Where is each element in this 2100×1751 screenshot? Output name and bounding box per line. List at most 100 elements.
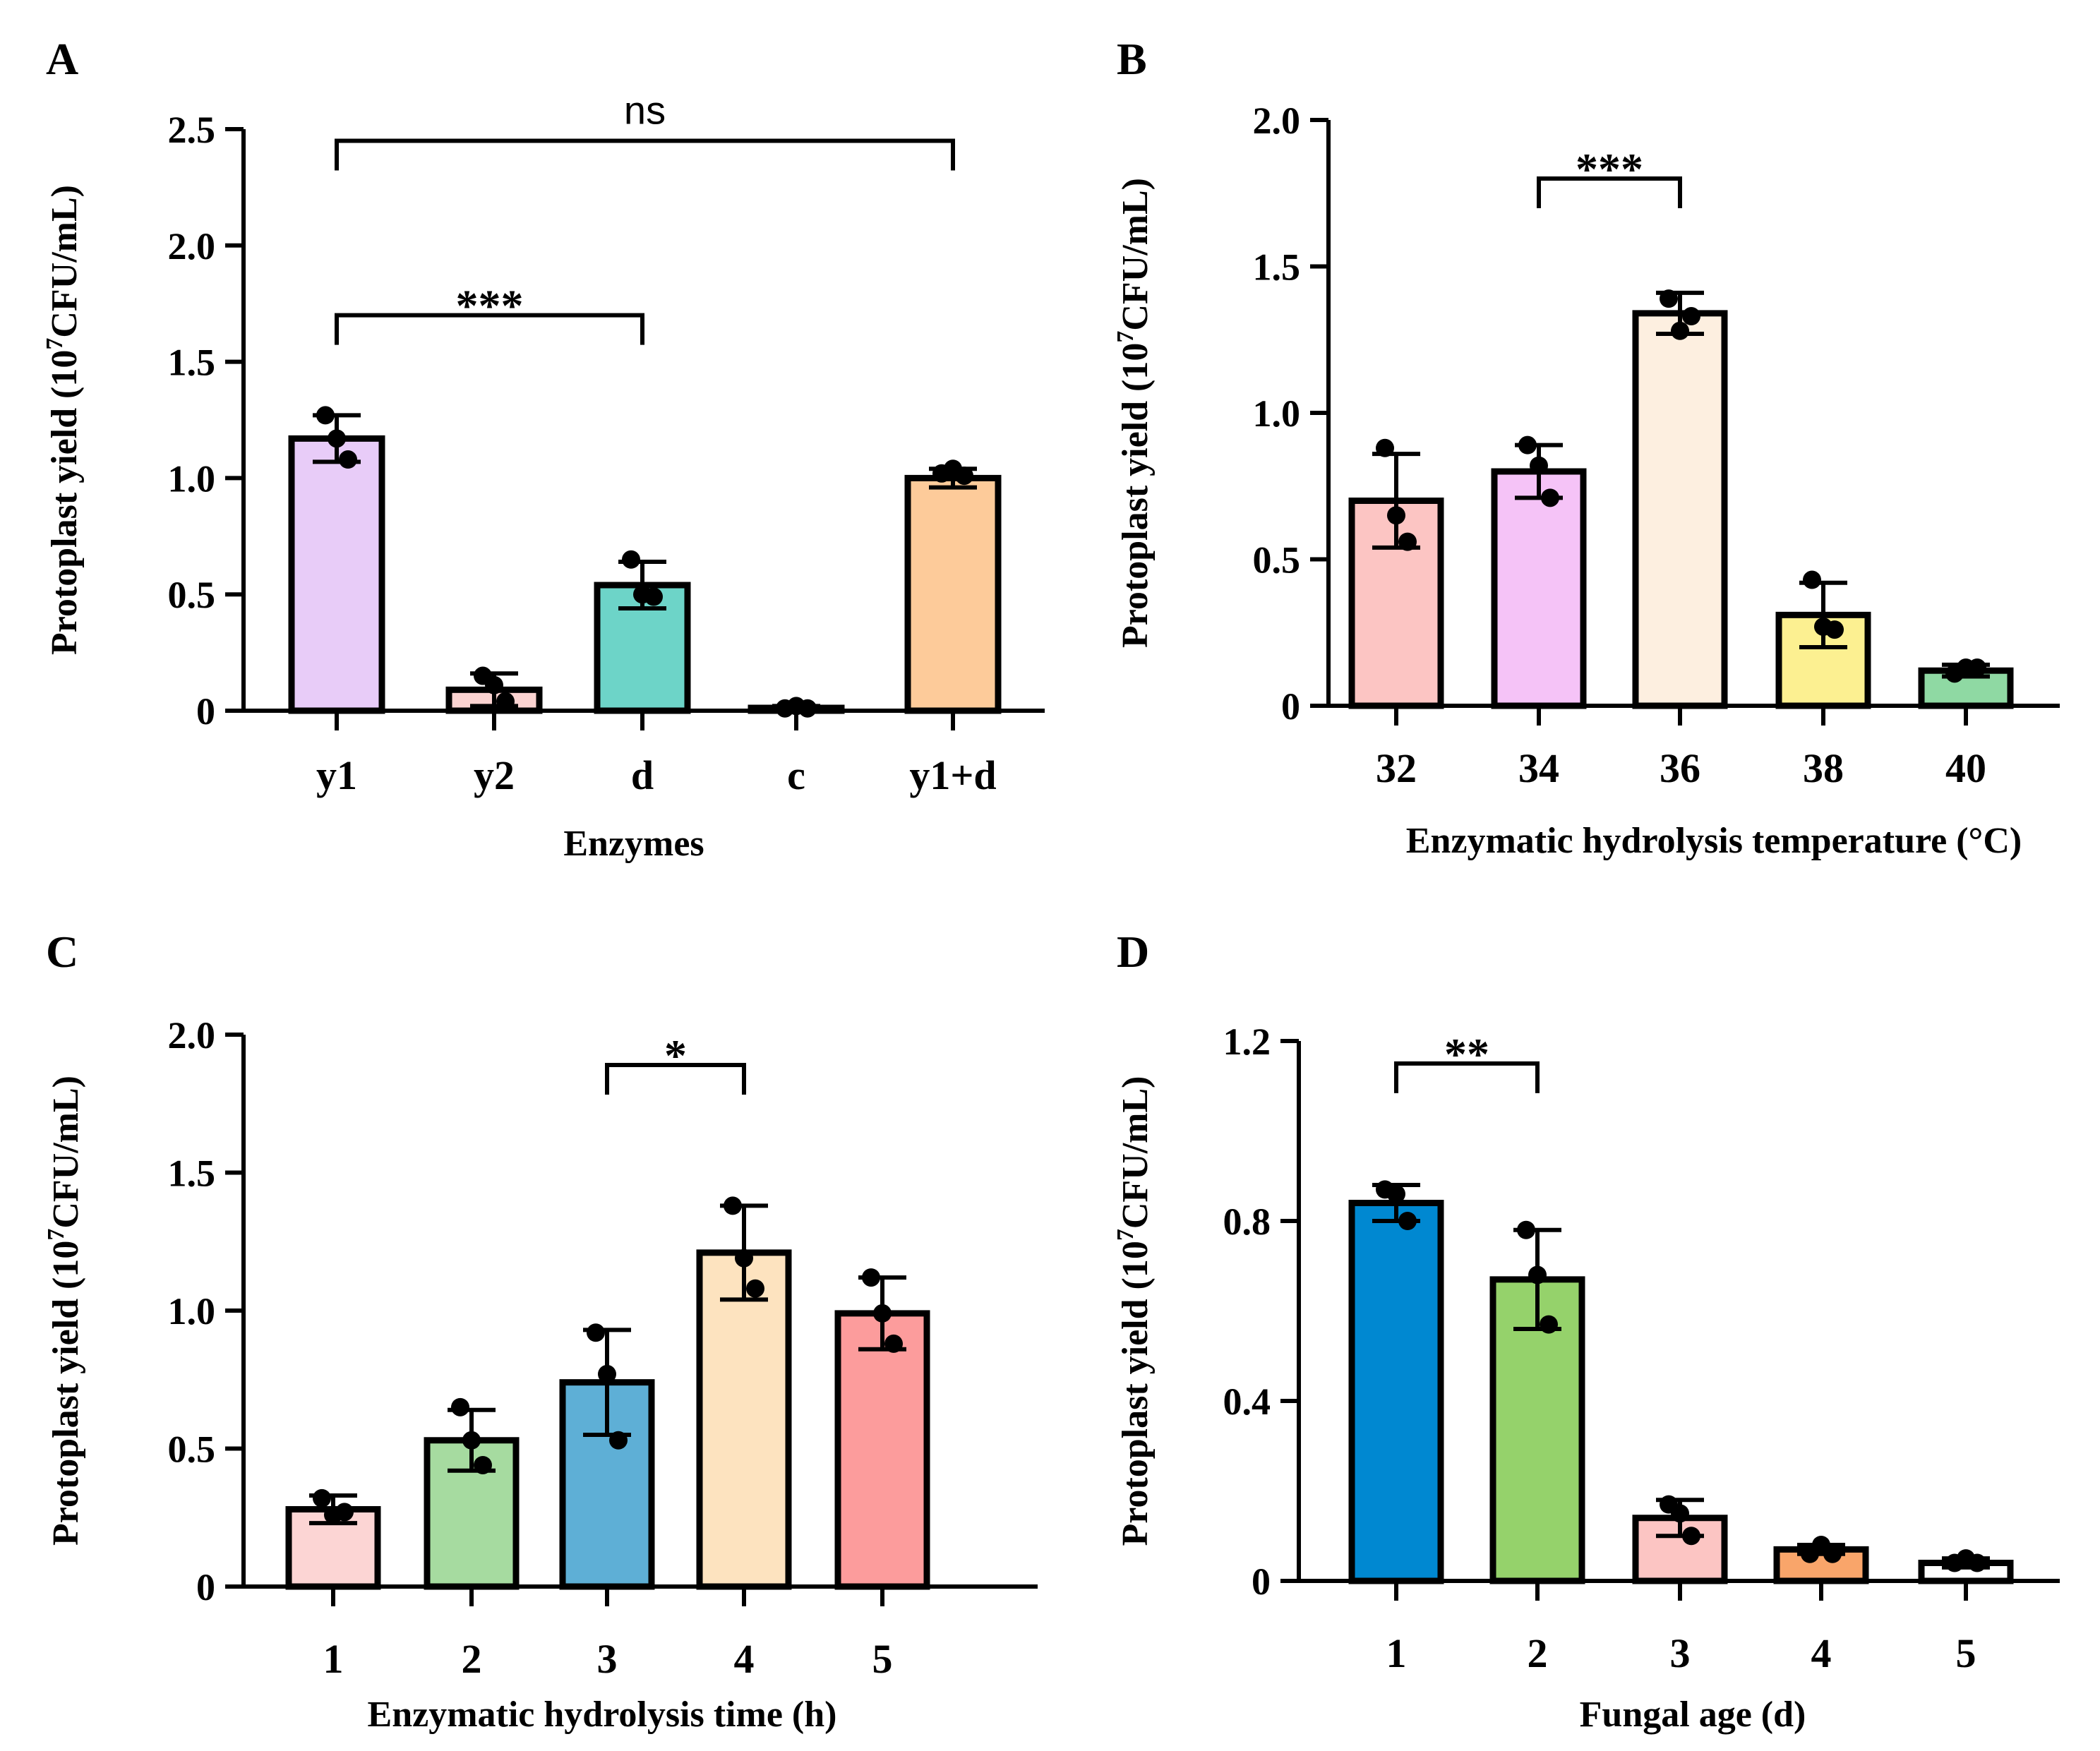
data-point	[724, 1196, 742, 1215]
data-point	[1387, 1184, 1405, 1203]
y-tick-label: 0.5	[168, 1428, 216, 1471]
data-point	[313, 1488, 331, 1508]
data-point	[1528, 1265, 1547, 1284]
bar-36	[1632, 310, 1728, 709]
data-point	[1823, 1544, 1842, 1563]
bar-1	[1348, 1200, 1444, 1584]
y-tick-label: 0	[1281, 685, 1300, 728]
y-tick-label: 2.0	[1253, 100, 1301, 142]
x-tick-label: 34	[1518, 745, 1559, 791]
data-point	[339, 450, 357, 469]
x-tick-label: 2	[462, 1636, 482, 1682]
x-tick-label: c	[787, 752, 805, 798]
data-point	[451, 1397, 469, 1416]
data-point	[474, 1455, 492, 1474]
panel-c: C 0 0.5 1.0 1.5 2.0 Protoplast yield (107CFU/m…	[43, 927, 1038, 1735]
panel-letter: D	[1117, 927, 1149, 977]
y-axis-title: Protoplast yield (107CFU/mL)	[43, 1076, 86, 1546]
data-point	[496, 692, 515, 711]
data-point	[1541, 488, 1559, 507]
data-point	[746, 1279, 764, 1298]
y-tick-label: 2.0	[168, 1014, 216, 1057]
x-tick-label: 2	[1528, 1630, 1548, 1676]
y-tick-label: 1.5	[168, 1153, 216, 1195]
data-point	[1517, 1220, 1535, 1239]
data-point	[328, 429, 346, 448]
data-point	[1376, 438, 1394, 457]
data-point	[1682, 307, 1700, 326]
data-point	[598, 1364, 616, 1383]
data-point	[1398, 1212, 1417, 1230]
data-point	[955, 467, 973, 486]
data-point	[1803, 570, 1821, 589]
x-tick-label: y1	[316, 752, 357, 798]
y-tick-label: 0.5	[1253, 539, 1301, 582]
significance-bracket	[605, 1063, 746, 1095]
data-point	[316, 406, 335, 425]
x-tick-label: 1	[323, 1636, 344, 1682]
data-point	[462, 1431, 481, 1450]
y-tick-label: 0	[196, 1566, 215, 1608]
data-point	[884, 1334, 903, 1353]
x-tick-label: 3	[597, 1636, 618, 1682]
x-tick-label: y1+d	[909, 752, 996, 798]
significance-label: ***	[1576, 144, 1643, 194]
data-point	[609, 1431, 628, 1450]
bar-4	[696, 1249, 792, 1590]
x-tick-label: y2	[474, 752, 515, 798]
data-point	[335, 1503, 354, 1522]
data-point	[587, 1323, 605, 1342]
x-tick-label: 4	[1811, 1630, 1832, 1676]
y-tick-label: 0	[1252, 1560, 1271, 1603]
data-point	[862, 1268, 880, 1287]
significance-label: **	[1444, 1029, 1489, 1079]
x-tick-label: 1	[1386, 1630, 1407, 1676]
panel-b: B 0 0.5 1.0 1.5 2.0 Protoplast yield (107CFU/m…	[1112, 34, 2060, 861]
x-tick-label: 38	[1803, 745, 1844, 791]
data-point	[1387, 506, 1405, 525]
significance-label: ns	[624, 88, 666, 132]
bar-y1	[288, 435, 385, 714]
bar-5	[834, 1310, 930, 1590]
panel-letter: C	[46, 927, 78, 977]
data-point	[1518, 435, 1537, 455]
y-tick-label: 1.5	[168, 342, 216, 384]
data-point	[1398, 532, 1417, 551]
y-tick-label: 0	[196, 690, 215, 733]
data-point	[1660, 289, 1678, 308]
significance-label: ***	[456, 281, 524, 331]
significance-bracket	[335, 138, 955, 171]
significance-bracket	[335, 313, 644, 345]
data-point	[1540, 1315, 1558, 1334]
data-point	[1671, 321, 1689, 340]
significance-bracket	[1394, 1061, 1540, 1093]
y-axis-title: Protoplast yield (107CFU/mL)	[1112, 178, 1156, 648]
x-tick-label: d	[631, 752, 654, 798]
panel-letter: B	[1117, 34, 1147, 84]
x-tick-label: 40	[1945, 745, 1986, 791]
y-tick-label: 1.5	[1253, 246, 1301, 289]
x-axis-title: Fungal age (d)	[1580, 1695, 1806, 1735]
data-point	[644, 587, 663, 606]
data-point	[485, 675, 503, 694]
significance-label: *	[664, 1030, 687, 1081]
y-tick-label: 1.0	[1253, 392, 1301, 435]
x-axis-title: Enzymatic hydrolysis time (h)	[368, 1695, 837, 1735]
y-tick-label: 1.0	[168, 1290, 216, 1332]
data-point	[798, 699, 817, 718]
data-point	[622, 550, 640, 569]
x-tick-label: 36	[1660, 745, 1700, 791]
data-point	[1825, 620, 1844, 639]
x-axis-title: Enzymatic hydrolysis temperature (°C)	[1406, 821, 2022, 861]
panel-a: A 0 0.5 1.0 1.5 2.0 2.5 Protoplast yield (107CF…	[42, 34, 1045, 864]
data-point	[1682, 1527, 1700, 1546]
data-point	[1968, 658, 1986, 678]
panel-letter: A	[46, 34, 78, 84]
x-tick-label: 4	[734, 1636, 755, 1682]
x-tick-label: 5	[1956, 1630, 1976, 1676]
y-tick-label: 2.5	[168, 109, 216, 151]
significance-bracket	[1537, 176, 1682, 208]
panel-d: D 0 0.4 0.8 1.2 Protoplast yield (107CFU/mL) F…	[1112, 927, 2060, 1735]
y-tick-label: 1.2	[1223, 1021, 1271, 1063]
